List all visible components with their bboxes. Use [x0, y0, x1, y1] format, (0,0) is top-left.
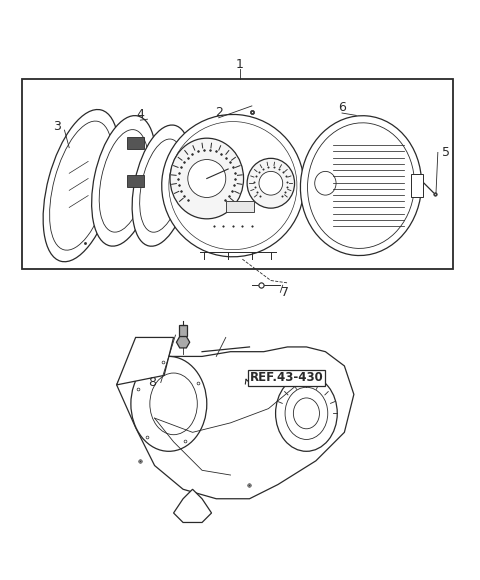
Ellipse shape: [247, 158, 295, 208]
Bar: [411, 174, 423, 197]
Bar: [179, 325, 187, 336]
Text: 1: 1: [236, 58, 244, 71]
Bar: [127, 175, 144, 187]
Polygon shape: [177, 336, 190, 348]
Bar: [127, 137, 144, 148]
Ellipse shape: [315, 171, 336, 195]
Ellipse shape: [43, 110, 119, 262]
Text: 4: 4: [136, 108, 144, 121]
Polygon shape: [117, 338, 174, 385]
Text: 8: 8: [148, 376, 156, 389]
Text: REF.43-430: REF.43-430: [250, 371, 323, 385]
Polygon shape: [174, 490, 212, 523]
Text: 6: 6: [338, 101, 346, 114]
Ellipse shape: [170, 138, 243, 219]
Ellipse shape: [276, 375, 337, 451]
Text: 3: 3: [53, 120, 61, 133]
Text: 2: 2: [215, 106, 223, 118]
Text: 5: 5: [443, 146, 450, 159]
Ellipse shape: [92, 115, 156, 246]
Polygon shape: [117, 347, 354, 499]
Ellipse shape: [300, 115, 421, 256]
Ellipse shape: [132, 125, 192, 246]
Ellipse shape: [188, 160, 226, 197]
Bar: [226, 201, 254, 212]
Text: 7: 7: [281, 286, 289, 299]
Ellipse shape: [131, 357, 207, 451]
Ellipse shape: [162, 114, 304, 257]
Ellipse shape: [259, 171, 283, 195]
Bar: [22, 79, 454, 269]
